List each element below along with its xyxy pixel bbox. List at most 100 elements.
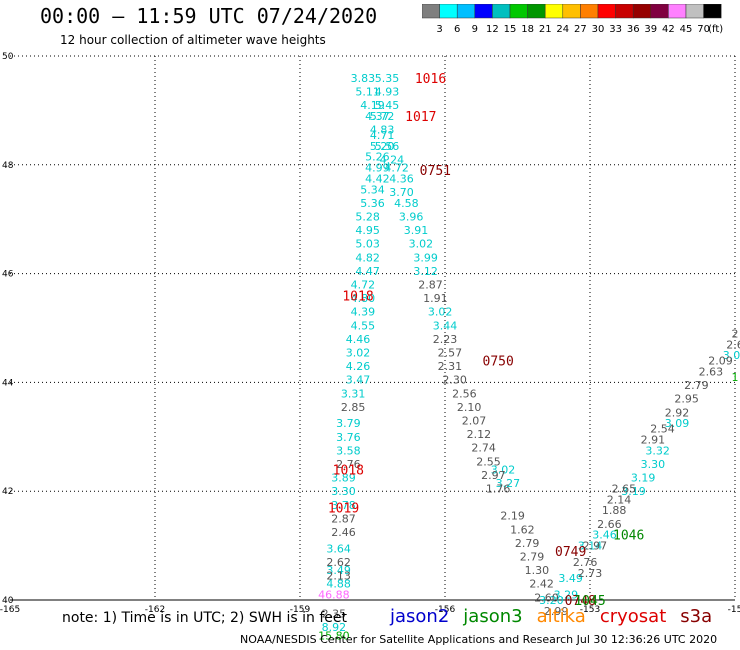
wave-height-value: 5.36 — [360, 197, 385, 210]
color-scale-label: 18 — [521, 24, 534, 35]
wave-height-value: 3.14 — [578, 540, 603, 553]
wave-height-value: 3.44 — [433, 319, 458, 332]
satellite-legend-item: cryosat — [599, 606, 667, 627]
wave-height-value: 46.88 — [318, 589, 350, 602]
wave-height-value: 1 — [732, 371, 739, 384]
wave-height-value: 2.14 — [607, 493, 632, 506]
wave-height-value: 3.02 — [428, 306, 453, 319]
wave-height-value: 5.72 — [370, 110, 395, 123]
color-scale-legend: 3 6 9 12 15 18 21 24 27 30 33 36 39 42 45 70(ft) — [422, 4, 723, 35]
color-scale-label: 39 — [644, 24, 657, 35]
wave-height-value: 3.02 — [346, 346, 371, 359]
wave-height-value: 2.6 — [726, 338, 740, 351]
color-scale-label: 27 — [574, 24, 587, 35]
wave-height-value: 3.47 — [346, 374, 371, 387]
color-scale-label: 3 — [436, 24, 442, 35]
wave-height-value: 3.31 — [341, 387, 366, 400]
pass-time-label: 1045 — [574, 594, 605, 609]
color-scale-label: 42 — [662, 24, 675, 35]
wave-height-value: 4.36 — [389, 172, 414, 185]
wave-height-value: 4.55 — [351, 319, 376, 332]
wave-height-value: 5.26 — [365, 151, 390, 164]
color-scale-label: 21 — [539, 24, 552, 35]
x-tick-label: -162 — [145, 605, 165, 615]
wave-height-value: 2.66 — [597, 518, 622, 531]
pass-time-label: 1016 — [415, 72, 446, 87]
color-scale-label: 12 — [486, 24, 499, 35]
wave-height-value: 4.93 — [375, 85, 400, 98]
wave-height-value: 3.83 — [351, 72, 376, 85]
color-scale-label: 30 — [592, 24, 605, 35]
color-scale-unit: (ft) — [708, 24, 723, 35]
wave-height-value: 4.95 — [355, 224, 380, 237]
y-tick-label: 44 — [2, 378, 14, 388]
wave-height-value: 2.79 — [520, 550, 545, 563]
wave-height-value: 2.09 — [708, 355, 733, 368]
wave-height-value: 4.99 — [365, 162, 390, 175]
pass-time-label: 1018 — [342, 289, 373, 304]
credit-line: NOAA/NESDIS Center for Satellite Applica… — [240, 633, 718, 646]
satellite-legend-item: s3a — [680, 606, 713, 627]
wave-height-value: 3.32 — [645, 444, 670, 457]
wave-height-value: 2.46 — [331, 526, 356, 539]
wave-height-value: 2.79 — [515, 537, 540, 550]
wave-height-value: 4.80 — [351, 292, 376, 305]
color-scale-label: 24 — [556, 24, 569, 35]
wave-height-value: 2.87 — [418, 278, 443, 291]
color-scale-label: 45 — [680, 24, 693, 35]
wave-height-value: 3.99 — [413, 251, 438, 264]
wave-height-value: 2.55 — [476, 455, 501, 468]
x-tick-label: -165 — [0, 605, 20, 615]
wave-height-value: 5.03 — [355, 238, 380, 251]
wave-height-value: 2.07 — [462, 414, 487, 427]
y-tick-label: 50 — [2, 52, 14, 62]
wave-height-value: 2 — [732, 327, 739, 340]
wave-height-value: 4.58 — [394, 197, 419, 210]
x-tick-label: -153 — [580, 605, 600, 615]
y-tick-label: 42 — [2, 487, 13, 497]
wave-height-value: 2.35 — [322, 608, 347, 621]
wave-height-value: 3.27 — [496, 477, 521, 490]
page-subtitle: 12 hour collection of altimeter wave hei… — [60, 33, 326, 47]
wave-height-value: 2.54 — [650, 423, 675, 436]
wave-height-value: 2.12 — [467, 428, 492, 441]
x-tick-label: -15 — [728, 605, 740, 615]
y-tick-label: 48 — [2, 161, 14, 171]
wave-height-value: 3.91 — [404, 224, 429, 237]
satellite-legend-item: jason2 — [390, 606, 450, 627]
wave-height-value: 3.49 — [558, 572, 583, 585]
wave-height-value: 3.79 — [336, 417, 361, 430]
wave-height-value: 1.76 — [486, 482, 511, 495]
wave-height-value: 2.13 — [326, 570, 351, 583]
page-title: 00:00 – 11:59 UTC 07/24/2020 — [40, 4, 378, 28]
wave-height-value: 4.37 — [365, 110, 390, 123]
wave-height-value: 3.70 — [389, 186, 414, 199]
wave-height-value: 4.47 — [355, 265, 380, 278]
wave-height-value: 2.31 — [438, 360, 463, 373]
wave-height-value: 4.83 — [370, 123, 395, 136]
satellite-legend-item: jason3 — [463, 606, 523, 627]
wave-height-value: 2.97 — [583, 540, 608, 553]
wave-height-value: 4.72 — [384, 162, 409, 175]
wave-height-value: 2.42 — [529, 578, 554, 591]
wave-height-value: 3.49 — [326, 564, 351, 577]
wave-height-value: 2.99 — [544, 605, 569, 618]
color-scale-label: 70 — [697, 24, 710, 35]
wave-height-value: 1.62 — [510, 523, 535, 536]
pass-time-label: 1018 — [333, 463, 364, 478]
satellite-legend-item: altika — [536, 606, 586, 627]
wave-height-value: 4.24 — [380, 153, 405, 166]
wave-height-value: 3.02 — [409, 238, 434, 251]
wave-height-value: 2.60 — [534, 591, 559, 604]
wave-height-value: 3.19 — [621, 485, 646, 498]
satellite-legend: jason2 jason3 altika cryosat s3a — [390, 606, 726, 627]
wave-height-value: 3.19 — [631, 472, 656, 485]
wave-height-value: 3.76 — [336, 431, 361, 444]
wave-height-value: 2.62 — [326, 556, 351, 569]
wave-height-value: 3.89 — [331, 472, 356, 485]
wave-height-value: 4.42 — [365, 172, 390, 185]
color-scale-label: 15 — [504, 24, 517, 35]
wave-height-value: 2.85 — [341, 401, 366, 414]
wave-height-value: 2.79 — [684, 379, 709, 392]
